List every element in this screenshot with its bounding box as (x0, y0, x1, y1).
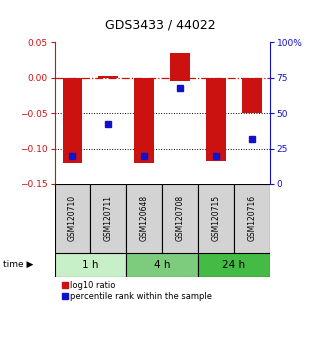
Text: GSM120711: GSM120711 (104, 195, 113, 241)
Text: time ▶: time ▶ (3, 260, 34, 269)
Text: GSM120710: GSM120710 (68, 195, 77, 241)
Text: GSM120648: GSM120648 (140, 195, 149, 241)
Bar (206, 78, 226, 161)
Bar (126, 184, 162, 253)
Bar (242, 78, 262, 113)
Bar (134, 78, 154, 162)
Bar (198, 253, 270, 276)
Bar (55, 184, 91, 253)
Text: GSM120715: GSM120715 (211, 195, 221, 241)
Bar (234, 184, 270, 253)
Bar (126, 253, 198, 276)
Bar (99, 76, 118, 78)
Bar (63, 78, 82, 162)
Text: 4 h: 4 h (154, 260, 170, 270)
Legend: log10 ratio, percentile rank within the sample: log10 ratio, percentile rank within the … (59, 278, 216, 304)
Text: GDS3433 / 44022: GDS3433 / 44022 (105, 19, 216, 32)
Bar (170, 53, 190, 81)
Text: 24 h: 24 h (222, 260, 245, 270)
Bar (91, 184, 126, 253)
Bar (55, 253, 126, 276)
Text: GSM120708: GSM120708 (176, 195, 185, 241)
Bar (162, 184, 198, 253)
Text: 1 h: 1 h (82, 260, 99, 270)
Bar (198, 184, 234, 253)
Text: GSM120716: GSM120716 (247, 195, 256, 241)
